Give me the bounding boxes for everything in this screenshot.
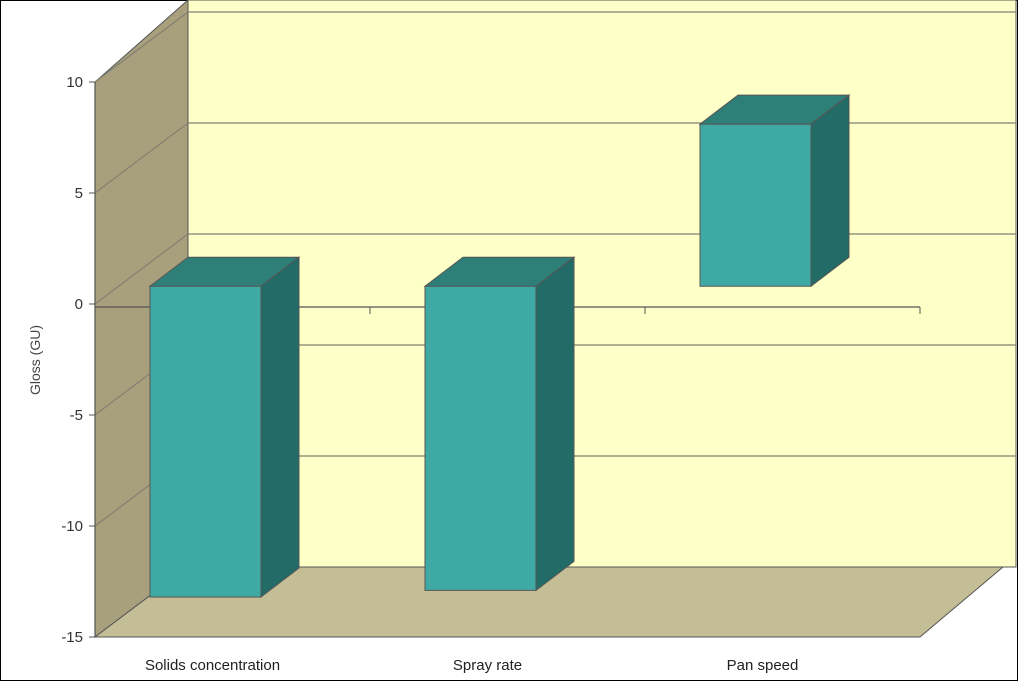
x-category-label: Solids concentration [145, 657, 280, 674]
y-tick-label: -10 [61, 518, 83, 535]
gridline-side [94, 11, 189, 83]
bar-side-face [810, 94, 850, 288]
bar-front-face [424, 285, 537, 591]
y-axis-label: Gloss (GU) [27, 325, 43, 395]
y-tick-labels: -15 -10 -5 0 5 10 [61, 74, 83, 646]
y-tick-label: -5 [70, 407, 83, 424]
bar-side-face [535, 256, 575, 592]
bars [148, 94, 851, 599]
y-tick-label: 0 [75, 296, 83, 313]
bar [423, 256, 576, 592]
bar-front-face [149, 285, 262, 598]
x-category-labels: Solids concentration Spray rate Pan speed [145, 657, 798, 674]
bar-side-face [260, 256, 300, 599]
x-category-label: Spray rate [453, 657, 522, 674]
bar [698, 94, 851, 288]
back-wall [187, 0, 1017, 568]
bar [148, 256, 301, 599]
y-tick-label: -15 [61, 629, 83, 646]
gridline-side [94, 122, 189, 194]
x-category-label: Pan speed [727, 657, 799, 674]
bar-front-face [699, 123, 812, 287]
y-tick-label: 10 [66, 74, 83, 91]
gridline-side [94, 233, 189, 305]
y-tick-label: 5 [75, 185, 83, 202]
